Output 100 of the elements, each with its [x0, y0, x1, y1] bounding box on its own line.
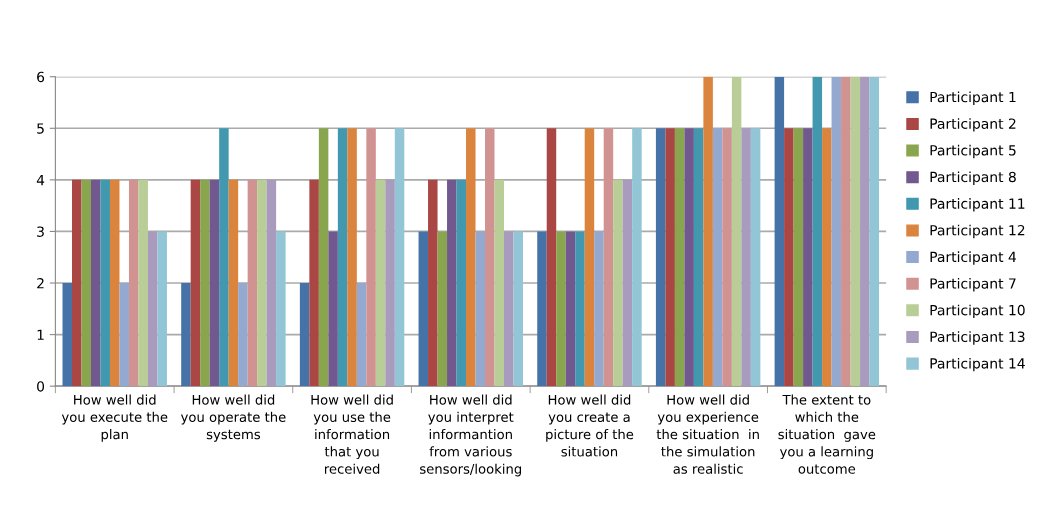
bar — [722, 128, 732, 387]
y-tick-label: 4 — [36, 175, 45, 186]
bar — [109, 179, 120, 387]
bar — [200, 179, 210, 387]
bar — [119, 283, 129, 387]
bar — [546, 128, 557, 387]
x-tick-label: How well did you execute the plan — [61, 394, 168, 442]
bar — [603, 128, 614, 387]
bar — [822, 128, 832, 387]
bar — [774, 76, 785, 387]
bar — [238, 283, 248, 387]
bar — [703, 76, 713, 387]
bar — [850, 76, 861, 387]
bar — [485, 128, 495, 387]
legend-label: Participant 8 — [930, 171, 1016, 185]
bar — [575, 231, 585, 387]
y-tick-label: 3 — [37, 226, 44, 237]
bar — [712, 128, 723, 387]
y-tick-label: 6 — [37, 71, 45, 83]
legend-label: Participant 1 — [930, 91, 1016, 105]
bar — [366, 128, 376, 387]
bar — [72, 179, 82, 387]
bar — [584, 128, 595, 387]
bar — [394, 128, 405, 387]
bar — [693, 128, 704, 387]
bar — [385, 179, 395, 387]
bar — [613, 179, 623, 387]
bar — [347, 128, 357, 387]
y-tick-label: 0 — [37, 381, 45, 392]
bar — [147, 231, 158, 387]
bar — [741, 128, 751, 387]
x-tick-label: How well did you operate the systems — [180, 394, 286, 442]
bar — [494, 179, 504, 387]
bar — [81, 179, 91, 387]
bar — [418, 231, 429, 387]
bar — [841, 76, 851, 387]
legend-label: Participant 13 — [930, 331, 1025, 345]
x-tick-label: How well did you interpret informantion from various sensors/looking — [420, 394, 522, 477]
legend-label: Participant 11 — [930, 198, 1025, 212]
bar — [793, 128, 804, 387]
bar — [219, 128, 229, 387]
bar — [750, 128, 761, 387]
x-tick-label: How well did you create a picture of the situation — [546, 394, 634, 457]
bar — [309, 179, 319, 387]
bar — [684, 128, 694, 387]
bar — [504, 231, 514, 387]
bar — [594, 231, 604, 387]
bar — [328, 231, 338, 387]
bar — [869, 76, 880, 387]
y-tick-label: 5 — [37, 123, 44, 134]
bar — [655, 128, 666, 387]
bar — [784, 128, 794, 387]
x-tick-label: How well did you experience the situation in the simulation as realistic — [656, 394, 759, 474]
bar — [556, 231, 566, 387]
y-tick-label: 1 — [37, 329, 44, 340]
bar — [356, 283, 367, 387]
bar — [138, 179, 148, 387]
bar — [447, 179, 457, 387]
bar — [157, 231, 167, 387]
legend-label: Participant 14 — [930, 357, 1025, 372]
bar — [665, 128, 675, 387]
bar — [337, 128, 348, 387]
x-tick-label: The extent to which the situation gave you a learning outcome — [778, 394, 876, 474]
bar — [266, 179, 277, 387]
y-tick-label: 2 — [37, 277, 44, 289]
bar — [90, 179, 101, 387]
bar — [831, 76, 842, 387]
bar — [62, 283, 72, 387]
bar — [276, 231, 286, 387]
bar — [475, 231, 486, 387]
bar — [181, 283, 191, 387]
bar — [247, 179, 258, 387]
bar — [318, 128, 329, 387]
bar — [100, 179, 110, 387]
bar — [299, 283, 310, 387]
bar — [428, 179, 438, 387]
bar — [466, 128, 476, 387]
bar — [565, 231, 576, 387]
bar — [456, 179, 467, 387]
bar — [674, 128, 685, 387]
bar — [622, 179, 633, 387]
bar — [228, 179, 239, 387]
legend-label: Participant 5 — [930, 144, 1016, 159]
bar — [632, 128, 642, 387]
bar — [257, 179, 267, 387]
bar — [375, 179, 386, 387]
x-tick-label: How well did you use the information that you received — [311, 394, 393, 474]
bar — [803, 128, 813, 387]
legend-label: Participant 4 — [930, 251, 1017, 265]
bar — [860, 76, 870, 387]
legend-label: Participant 2 — [930, 118, 1016, 132]
bar — [731, 76, 742, 387]
legend-label: Participant 12 — [930, 224, 1025, 239]
bar — [128, 179, 139, 387]
bar — [812, 76, 823, 387]
legend-label: Participant 7 — [930, 277, 1016, 292]
bar — [190, 179, 201, 387]
legend-label: Participant 10 — [930, 304, 1025, 319]
bar — [537, 231, 547, 387]
bar — [513, 231, 523, 387]
